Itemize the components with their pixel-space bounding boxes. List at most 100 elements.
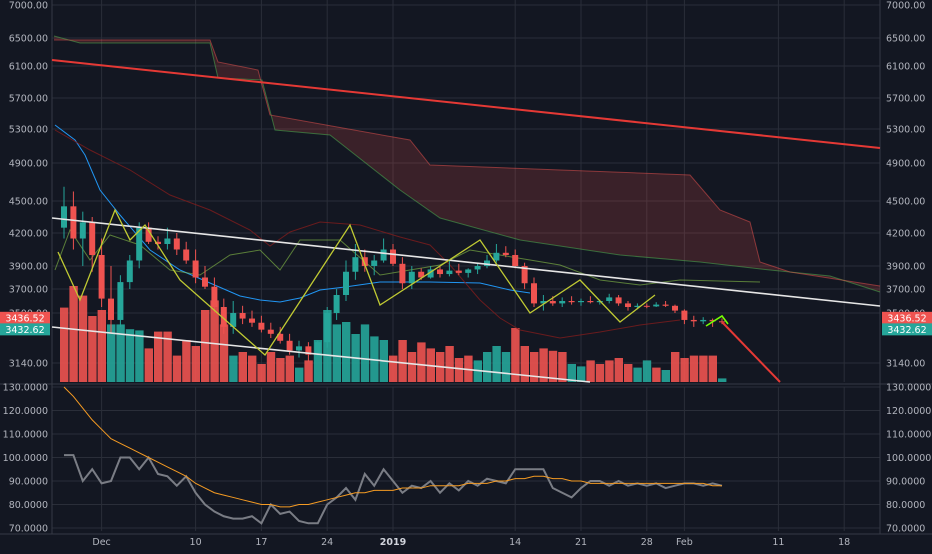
volume-bar: [295, 367, 304, 382]
candle-body: [173, 238, 180, 250]
volume-bar: [163, 331, 172, 382]
volume-bar: [548, 350, 558, 382]
osc-tick-right: 100.0000: [886, 453, 931, 464]
senkou-span-a: [53, 35, 881, 293]
volume-bar: [501, 352, 511, 382]
candle-body: [192, 260, 199, 278]
volume-bar: [539, 348, 548, 382]
volume-bar: [642, 360, 652, 382]
volume-bar: [257, 364, 266, 382]
candle-body: [258, 322, 265, 330]
volume-bar: [107, 324, 116, 382]
volume-bar: [530, 352, 539, 382]
time-label: 17: [255, 537, 267, 548]
lagging-span: [54, 228, 761, 286]
price-tick-right: 4900.00: [886, 159, 925, 170]
price-tick-right: 3900.00: [886, 262, 925, 273]
volume-bar: [577, 366, 586, 382]
volume-bar: [313, 340, 323, 382]
upper-red-trendline: [51, 59, 881, 149]
oscillator-line-orange: [63, 386, 722, 508]
candle-body: [531, 283, 537, 304]
price-label-right: 3432.62: [887, 325, 926, 336]
candle-body: [361, 257, 368, 266]
osc-tick-right: 90.0000: [886, 477, 925, 488]
volume-bar: [633, 367, 642, 382]
ichimoku-cloud: [53, 35, 881, 293]
volume-bar: [135, 330, 144, 382]
volume-bar: [586, 360, 595, 382]
volume-bar: [511, 328, 520, 382]
candle-body: [183, 249, 190, 261]
candle-body: [136, 227, 143, 261]
price-label-right: 3436.52: [887, 313, 926, 324]
candle-body: [126, 260, 133, 283]
volume-bar: [483, 352, 492, 382]
volume-bar: [97, 310, 106, 382]
osc-tick-right: 110.0000: [886, 430, 931, 441]
volume-bar: [614, 358, 623, 382]
osc-tick-left: 130.0000: [3, 383, 48, 394]
candle-body: [277, 333, 284, 341]
osc-tick-left: 100.0000: [3, 453, 48, 464]
volume-bar: [154, 331, 163, 382]
candle-body: [559, 301, 566, 304]
candle-body: [587, 301, 594, 303]
candle-body: [427, 269, 434, 278]
candlesticks[interactable]: [61, 186, 725, 362]
volume-bar: [210, 300, 219, 382]
osc-tick-left: 80.0000: [9, 500, 48, 511]
trendline-drawings[interactable]: [51, 59, 881, 383]
osc-tick-left: 90.0000: [9, 477, 48, 488]
candle-body: [653, 304, 660, 307]
candle-body: [418, 271, 425, 278]
volume-bar: [88, 316, 97, 382]
volume-bar: [248, 355, 257, 382]
kijun-line: [54, 124, 531, 303]
candle-body: [719, 321, 725, 323]
candle-body: [643, 305, 650, 307]
candle-body: [399, 263, 406, 284]
volume-bar: [342, 322, 351, 382]
candle-body: [390, 249, 396, 264]
candle-body: [211, 286, 218, 307]
volume-bar: [492, 346, 501, 382]
upper-white-trendline: [51, 217, 881, 307]
projection-arrow-down: [721, 321, 781, 383]
candle-body: [709, 319, 716, 322]
candle-body: [296, 346, 302, 351]
volume-bar: [689, 355, 699, 382]
lower-white-trendline: [51, 326, 591, 383]
price-tick-left: 6500.00: [9, 34, 48, 45]
price-tick-left: 6100.00: [9, 62, 48, 73]
osc-tick-left: 120.0000: [3, 406, 48, 417]
candle-body: [540, 301, 547, 304]
price-label-box-right: [882, 323, 932, 336]
price-tick-right: 5300.00: [886, 125, 925, 136]
price-label-left: 3436.52: [5, 313, 44, 324]
volume-bar: [229, 355, 238, 382]
candle-body: [70, 206, 77, 239]
candle-body: [202, 277, 208, 287]
price-tick-left: 3140.00: [9, 359, 48, 370]
volume-bar: [652, 367, 661, 382]
price-tick-right: 6100.00: [886, 62, 925, 73]
indicator-lines: [54, 124, 761, 339]
candle-body: [155, 241, 161, 244]
time-label: 21: [575, 537, 587, 548]
price-tick-left: 4200.00: [9, 229, 48, 240]
candle-body: [615, 297, 622, 304]
volume-bar: [605, 360, 614, 382]
candle-body: [700, 319, 707, 322]
volume-bar: [360, 324, 370, 382]
volume-bar: [671, 352, 680, 382]
candle-body: [512, 255, 519, 266]
candle-body: [484, 260, 490, 266]
time-label: 24: [321, 537, 333, 548]
candle-body: [625, 303, 631, 307]
candle-body: [267, 329, 274, 334]
volume-bar: [718, 378, 727, 382]
